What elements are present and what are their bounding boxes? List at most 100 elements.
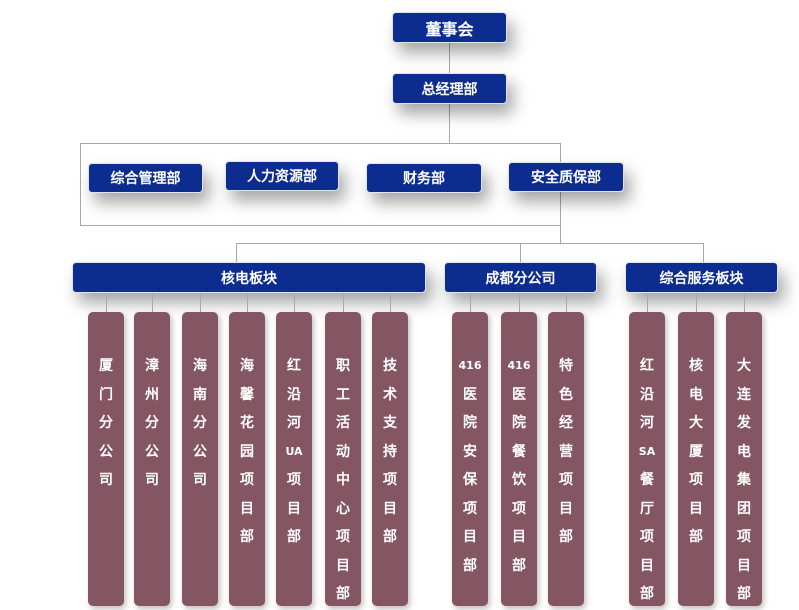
unit-label-char: 持 xyxy=(383,443,397,460)
unit-label-char: UA xyxy=(285,444,303,458)
unit-label-char: 电 xyxy=(689,386,703,403)
connector xyxy=(520,243,521,262)
unit-label-char: 术 xyxy=(383,386,397,403)
unit-label-char: 餐 xyxy=(640,472,654,488)
unit-label-char: 红 xyxy=(287,358,301,374)
unit-label-char: 项 xyxy=(383,472,397,488)
unit-label-char: 心 xyxy=(336,500,350,517)
unit-label-char: 河 xyxy=(287,415,301,431)
unit-box: 技术支持项目部 xyxy=(372,312,408,606)
unit-label-char: 416 xyxy=(507,359,531,372)
unit-label-char: 花 xyxy=(240,415,254,431)
gm-box: 总经理部 xyxy=(392,73,507,104)
unit-label-char: 州 xyxy=(145,386,159,403)
connector xyxy=(247,293,248,312)
unit-label-char: 项 xyxy=(737,529,751,545)
unit-label-char: 公 xyxy=(99,443,113,460)
unit-box: 厦门分公司 xyxy=(88,312,124,606)
unit-label-char: 餐 xyxy=(512,443,526,460)
connector xyxy=(744,293,745,312)
unit-label-char: 项 xyxy=(240,472,254,488)
unit-label-char: 门 xyxy=(99,386,113,403)
unit-label-char: 416 xyxy=(458,359,482,372)
unit-label-char: 电 xyxy=(737,443,751,460)
unit-label-char: 厦 xyxy=(689,443,703,460)
board-box: 董事会 xyxy=(392,12,507,43)
unit-label-char: 职 xyxy=(336,358,350,374)
connector xyxy=(294,293,295,312)
unit-label-char: 司 xyxy=(99,472,113,488)
connector xyxy=(200,293,201,312)
department-box: 综合管理部 xyxy=(88,163,203,193)
unit-box: 红沿河 SA 餐厅项目部 xyxy=(629,312,665,606)
unit-label-char: 部 xyxy=(336,586,350,602)
unit-box: 海南分公司 xyxy=(182,312,218,606)
unit-label-char: 部 xyxy=(689,529,703,545)
unit-label-char: 红 xyxy=(640,358,654,374)
unit-label-char: 目 xyxy=(737,557,751,574)
unit-box: 416 医院餐饮项目部 xyxy=(501,312,537,606)
connector xyxy=(80,225,561,226)
unit-label-char: 目 xyxy=(512,529,526,545)
connector xyxy=(343,293,344,312)
unit-label-char: 支 xyxy=(383,415,397,431)
unit-label-char: 沿 xyxy=(287,386,301,403)
unit-label-char: 经 xyxy=(559,415,573,431)
unit-box: 特色经营项目部 xyxy=(548,312,584,606)
unit-box: 核电大厦项目部 xyxy=(678,312,714,606)
unit-label-char: 院 xyxy=(512,415,526,431)
unit-label-char: 部 xyxy=(240,529,254,545)
unit-label-char: 特 xyxy=(559,358,573,374)
unit-label-char: 分 xyxy=(99,415,113,431)
unit-label-char: 集 xyxy=(737,472,751,488)
connector xyxy=(566,293,567,312)
connector xyxy=(703,243,704,262)
unit-label-char: 安 xyxy=(463,443,477,460)
unit-label-char: 医 xyxy=(512,386,526,403)
unit-label-char: 项 xyxy=(512,500,526,517)
connector xyxy=(80,143,81,225)
department-box: 人力资源部 xyxy=(225,161,339,191)
connector xyxy=(236,243,237,262)
unit-label-char: 项 xyxy=(640,529,654,545)
unit-label-char: 部 xyxy=(737,586,751,602)
unit-box: 红沿河 UA 项目部 xyxy=(276,312,312,606)
unit-label-char: 医 xyxy=(463,386,477,403)
unit-label-char: 项 xyxy=(287,472,301,488)
unit-label-char: 目 xyxy=(640,557,654,574)
unit-label-char: 工 xyxy=(336,386,350,403)
connector xyxy=(560,143,561,243)
unit-label-char: 目 xyxy=(559,500,573,517)
unit-label-char: 技 xyxy=(383,358,397,374)
sector-box: 核电板块 xyxy=(72,262,426,293)
unit-label-char: 司 xyxy=(193,472,207,488)
unit-label-char: 项 xyxy=(689,472,703,488)
unit-label-char: 大 xyxy=(689,415,703,431)
unit-label-char: 活 xyxy=(336,415,350,431)
unit-label-char: 部 xyxy=(383,529,397,545)
unit-label-char: 公 xyxy=(193,443,207,460)
unit-label-char: 目 xyxy=(336,557,350,574)
unit-label-char: 目 xyxy=(463,529,477,545)
unit-label-char: 团 xyxy=(737,500,751,517)
unit-label-char: 河 xyxy=(640,415,654,431)
unit-label-char: 动 xyxy=(336,443,350,460)
unit-label-char: 中 xyxy=(336,472,350,488)
unit-label-char: 部 xyxy=(559,529,573,545)
unit-label-char: 部 xyxy=(512,557,526,574)
unit-label-char: 目 xyxy=(240,500,254,517)
unit-box: 海馨花园项目部 xyxy=(229,312,265,606)
unit-box: 职工活动中心项目部 xyxy=(325,312,361,606)
unit-label-char: 海 xyxy=(193,358,207,374)
connector xyxy=(470,293,471,312)
unit-label-char: 发 xyxy=(737,415,751,431)
unit-label-char: 南 xyxy=(193,386,207,403)
unit-label-char: 连 xyxy=(737,386,751,403)
unit-label-char: 项 xyxy=(559,472,573,488)
connector xyxy=(519,293,520,312)
connector xyxy=(647,293,648,312)
unit-box: 漳州分公司 xyxy=(134,312,170,606)
unit-label-char: 项 xyxy=(463,500,477,517)
unit-label-char: 分 xyxy=(193,415,207,431)
unit-label-char: 漳 xyxy=(145,358,159,374)
